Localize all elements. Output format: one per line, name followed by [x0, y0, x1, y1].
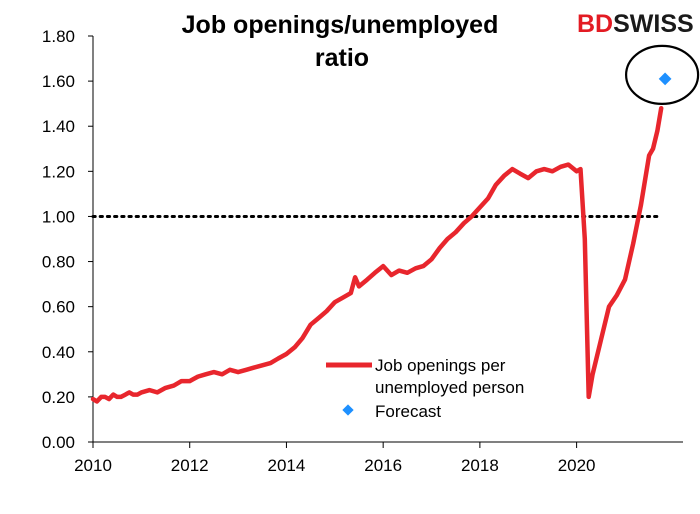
- x-tick-label: 2020: [558, 456, 596, 475]
- bdswiss-logo: BDSWISS: [577, 10, 694, 38]
- legend-diamond-marker: [342, 404, 354, 416]
- y-tick-label: 0.40: [42, 343, 75, 362]
- x-tick-label: 2014: [268, 456, 306, 475]
- legend-label-forecast: Forecast: [375, 402, 441, 421]
- logo-part-swiss: SWISS: [613, 10, 694, 38]
- forecast-highlight-ellipse: [625, 44, 700, 105]
- chart-title-line2: ratio: [315, 44, 369, 72]
- y-tick-label: 0.20: [42, 388, 75, 407]
- forecast-point: [658, 72, 672, 86]
- legend: Job openings per unemployed person Forec…: [326, 356, 524, 421]
- y-tick-label: 1.40: [42, 117, 75, 136]
- y-tick-label: 1.80: [42, 27, 75, 46]
- axis-layer: 0.00 0.20 0.40 0.60 0.80 1.00 1.20 1.40 1.60 1.80…: [42, 27, 683, 475]
- x-tick-label: 2012: [171, 456, 209, 475]
- y-tick-label: 0.00: [42, 433, 75, 452]
- y-tick-label: 1.20: [42, 162, 75, 181]
- legend-label-job-openings-line1: Job openings per: [375, 356, 506, 375]
- svg-text:BDSWISS: BDSWISS: [577, 10, 694, 38]
- series-layer: [90, 44, 700, 404]
- logo-part-bd: BD: [577, 10, 613, 38]
- x-tick-label: 2010: [74, 456, 112, 475]
- legend-label-job-openings-line2: unemployed person: [375, 378, 524, 397]
- x-tick-label: 2016: [364, 456, 402, 475]
- chart-title-line1: Job openings/unemployed: [182, 11, 499, 39]
- y-tick-label: 0.80: [42, 253, 75, 272]
- series-line-job-openings: [90, 105, 664, 404]
- x-tick-label: 2018: [461, 456, 499, 475]
- y-tick-label: 0.60: [42, 298, 75, 317]
- y-tick-label: 1.60: [42, 72, 75, 91]
- y-tick-label: 1.00: [42, 207, 75, 226]
